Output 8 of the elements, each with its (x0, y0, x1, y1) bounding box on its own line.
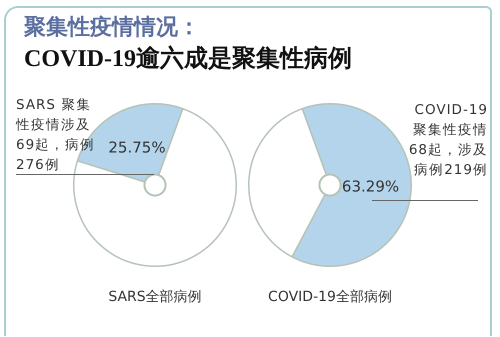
text: SARS全部病例 (108, 288, 202, 306)
text: SARS 聚集性疫情涉及69起，病例276例 (16, 96, 96, 175)
text: COVID-19聚集性疫情68起，涉及病例219例 (408, 101, 488, 180)
chart-title: 聚集性疫情情况： (24, 14, 200, 42)
data-label: 63.29% (342, 178, 400, 196)
data-label: 25.75% (108, 138, 166, 156)
text: COVID-19全部病例 (268, 288, 392, 306)
chart-subtitle: COVID-19逾六成是聚集性病例 (24, 44, 352, 74)
